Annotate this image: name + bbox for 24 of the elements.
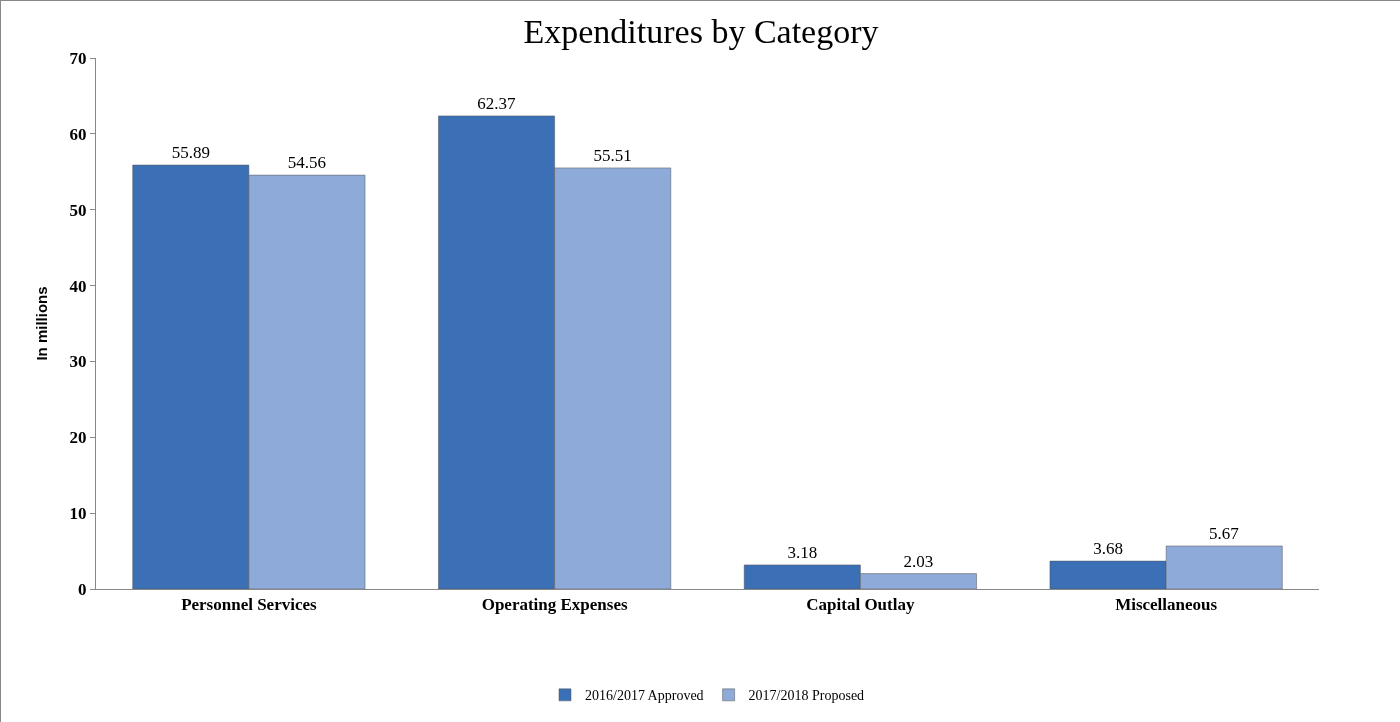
data-label: 62.37 — [477, 93, 516, 113]
legend-label: 2017/2018 Proposed — [748, 688, 865, 704]
data-label: 54.56 — [287, 153, 327, 173]
y-tick-label: 70 — [69, 48, 87, 68]
y-tick-label: 50 — [69, 200, 87, 220]
y-tick-label: 10 — [69, 504, 87, 524]
y-tick-label: 0 — [78, 579, 87, 599]
y-axis-title: In millions — [32, 286, 50, 361]
y-tick-label: 40 — [69, 276, 87, 296]
x-tick-label: Capital Outlay — [806, 595, 915, 615]
data-label: 2.03 — [903, 551, 934, 571]
chart-title: Expenditures by Category — [523, 12, 879, 50]
x-tick-label: Operating Expenses — [481, 595, 628, 615]
legend-label: 2016/2017 Approved — [585, 688, 704, 704]
data-label: 3.68 — [1093, 539, 1123, 559]
data-label: 3.18 — [787, 542, 818, 562]
data-label: 5.67 — [1209, 523, 1240, 543]
y-tick-label: 60 — [69, 124, 87, 144]
x-tick-label: Personnel Services — [181, 595, 318, 615]
x-tick-label: Miscellaneous — [1115, 595, 1218, 615]
data-label: 55.89 — [171, 143, 210, 163]
y-tick-label: 30 — [69, 352, 87, 372]
data-label: 55.51 — [593, 145, 632, 165]
y-tick-label: 20 — [69, 428, 87, 448]
